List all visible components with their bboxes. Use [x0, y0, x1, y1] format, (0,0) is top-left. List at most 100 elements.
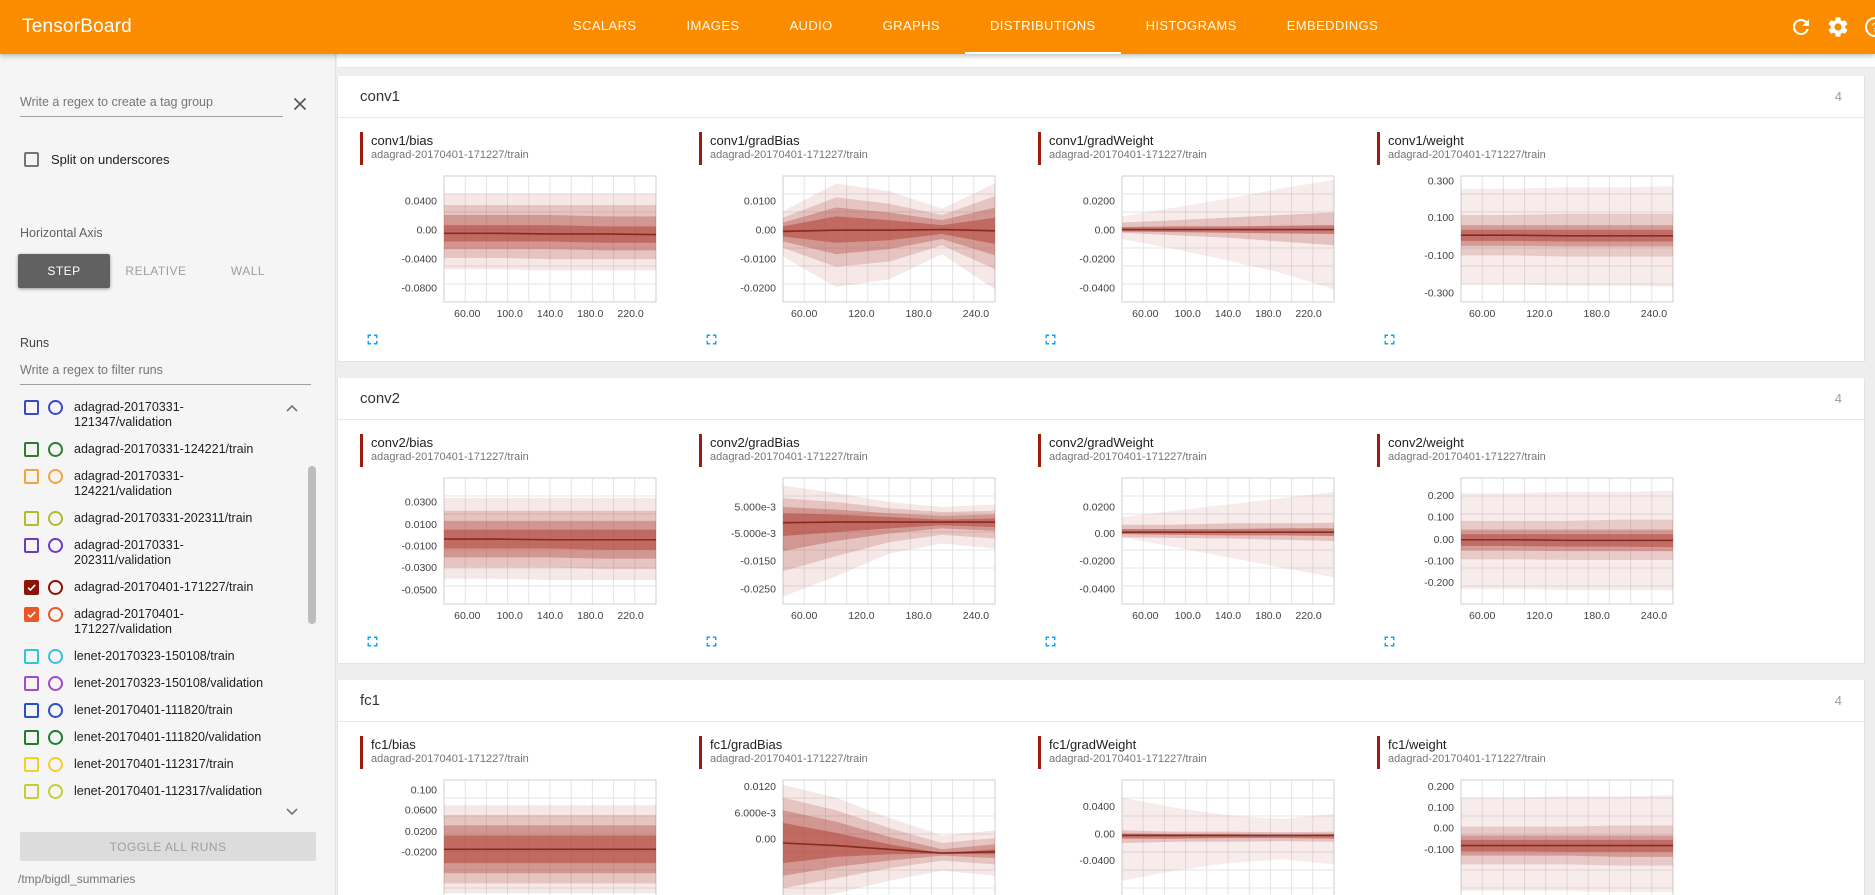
run-label: adagrad-20170331-124221/validation: [74, 469, 184, 498]
run-radio[interactable]: [48, 676, 63, 691]
chart-title-block: fc1/weight adagrad-20170401-171227/train: [1388, 736, 1546, 766]
chart-run-name: adagrad-20170401-171227/train: [710, 149, 868, 161]
run-radio[interactable]: [48, 538, 63, 553]
section-header[interactable]: conv2 4: [338, 378, 1864, 420]
distribution-plot[interactable]: 0.200 0.100 0.00 -0.100 -0.200 60.00 120.0 180.…: [1377, 473, 1707, 625]
expand-chart-icon[interactable]: [1042, 331, 1064, 353]
section-header[interactable]: fc1 4: [338, 680, 1864, 722]
distribution-plot[interactable]: 0.0120 6.000e-3 0.00: [699, 775, 1029, 895]
run-item[interactable]: lenet-20170401-112317/train: [0, 751, 335, 778]
tab-graphs[interactable]: GRAPHS: [882, 18, 940, 33]
svg-text:-0.0150: -0.0150: [740, 556, 776, 568]
refresh-icon[interactable]: [1789, 15, 1813, 39]
split-underscores-checkbox[interactable]: [24, 152, 39, 167]
run-item[interactable]: adagrad-20170331-202311/train: [0, 505, 335, 532]
run-checkbox[interactable]: [24, 784, 39, 799]
distribution-plot[interactable]: 0.0200 0.00 -0.0200 -0.0400 60.00 100.0 140.0 1…: [1038, 171, 1368, 323]
tag-group-regex-input[interactable]: [20, 90, 283, 117]
run-radio[interactable]: [48, 580, 63, 595]
run-radio[interactable]: [48, 469, 63, 484]
distribution-plot[interactable]: 0.0300 0.0100 -0.0100 -0.0300 -0.0500 60.00 10…: [360, 473, 690, 625]
expand-chart-icon[interactable]: [1381, 331, 1403, 353]
run-radio[interactable]: [48, 400, 63, 415]
run-item[interactable]: adagrad-20170331-124221/validation: [0, 463, 335, 505]
run-checkbox[interactable]: [24, 538, 39, 553]
chart-title-block: conv1/bias adagrad-20170401-171227/train: [371, 132, 529, 162]
run-item[interactable]: lenet-20170401-111820/train: [0, 697, 335, 724]
run-checkbox[interactable]: [24, 676, 39, 691]
run-checkbox[interactable]: [24, 703, 39, 718]
runs-scrollbar-thumb[interactable]: [308, 466, 316, 624]
run-checkbox[interactable]: [24, 442, 39, 457]
svg-text:-5.000e-3: -5.000e-3: [731, 528, 776, 540]
run-item[interactable]: adagrad-20170331-124221/train: [0, 436, 335, 463]
expand-chart-icon[interactable]: [1381, 633, 1403, 655]
split-underscores-row[interactable]: Split on underscores: [24, 152, 170, 167]
run-radio[interactable]: [48, 649, 63, 664]
run-checkbox[interactable]: [24, 757, 39, 772]
help-icon[interactable]: ?: [1863, 15, 1875, 39]
axis-button-wall[interactable]: WALL: [202, 254, 294, 288]
distribution-plot[interactable]: 0.100 0.0600 0.0200 -0.0200: [360, 775, 690, 895]
tab-embeddings[interactable]: EMBEDDINGS: [1286, 18, 1379, 33]
distribution-plot[interactable]: 0.200 0.100 0.00 -0.100: [1377, 775, 1707, 895]
run-label: adagrad-20170401-171227/validation: [74, 607, 184, 636]
close-icon[interactable]: [289, 93, 311, 115]
distribution-plot[interactable]: 0.0400 0.00 -0.0400: [1038, 775, 1368, 895]
run-radio[interactable]: [48, 757, 63, 772]
section-header[interactable]: conv1 4: [338, 76, 1864, 118]
run-item[interactable]: adagrad-20170401-171227/train: [0, 574, 335, 601]
expand-chart-icon[interactable]: [703, 331, 725, 353]
distribution-plot[interactable]: 5.000e-3 -5.000e-3 -0.0150 -0.0250 60.00 120.…: [699, 473, 1029, 625]
run-item[interactable]: lenet-20170323-150108/validation: [0, 670, 335, 697]
run-radio[interactable]: [48, 442, 63, 457]
run-item[interactable]: adagrad-20170331-121347/validation: [0, 394, 335, 436]
axis-button-step[interactable]: STEP: [18, 254, 110, 288]
run-checkbox[interactable]: [24, 400, 39, 415]
run-radio[interactable]: [48, 511, 63, 526]
scroll-up-chevron-icon[interactable]: [285, 400, 299, 412]
run-radio[interactable]: [48, 784, 63, 799]
run-checkbox[interactable]: [24, 469, 39, 484]
tab-distributions[interactable]: DISTRIBUTIONS: [964, 0, 1121, 54]
distribution-plot[interactable]: 0.0100 0.00 -0.0100 -0.0200 60.00 120.0 180.0 2…: [699, 171, 1029, 323]
run-item[interactable]: adagrad-20170401-171227/validation: [0, 601, 335, 643]
chart-title: conv2/gradWeight: [1049, 435, 1154, 450]
run-color-bar: [699, 132, 702, 165]
run-item[interactable]: lenet-20170401-112317/validation: [0, 778, 335, 805]
distribution-plot[interactable]: 0.0400 0.00 -0.0400 -0.0800 60.00 100.0 140.0 1…: [360, 171, 690, 323]
svg-text:-0.0400: -0.0400: [1079, 283, 1115, 295]
chart-header: conv2/gradWeight adagrad-20170401-171227/…: [1038, 434, 1377, 470]
split-underscores-label: Split on underscores: [51, 152, 170, 167]
expand-chart-icon[interactable]: [1042, 633, 1064, 655]
scroll-down-chevron-icon[interactable]: [285, 804, 299, 816]
run-item[interactable]: lenet-20170323-150108/train: [0, 643, 335, 670]
axis-button-relative[interactable]: RELATIVE: [110, 254, 202, 288]
chart-run-name: adagrad-20170401-171227/train: [1049, 451, 1207, 463]
tab-histograms[interactable]: HISTOGRAMS: [1145, 18, 1237, 33]
svg-text:-0.300: -0.300: [1424, 288, 1454, 300]
tab-audio[interactable]: AUDIO: [789, 18, 833, 33]
toggle-all-runs-button[interactable]: TOGGLE ALL RUNS: [20, 832, 316, 861]
distribution-plot[interactable]: 0.0200 0.00 -0.0200 -0.0400 60.00 100.0 140.0 1…: [1038, 473, 1368, 625]
run-item[interactable]: lenet-20170401-111820/validation: [0, 724, 335, 751]
settings-gear-icon[interactable]: [1826, 15, 1850, 39]
svg-text:180.0: 180.0: [906, 610, 932, 622]
run-checkbox[interactable]: [24, 511, 39, 526]
run-checkbox[interactable]: [24, 649, 39, 664]
chart-title-block: conv1/gradBias adagrad-20170401-171227/tr…: [710, 132, 868, 162]
expand-chart-icon[interactable]: [703, 633, 725, 655]
run-radio[interactable]: [48, 607, 63, 622]
run-radio[interactable]: [48, 703, 63, 718]
run-checkbox[interactable]: [24, 607, 39, 622]
tab-images[interactable]: IMAGES: [686, 18, 740, 33]
expand-chart-icon[interactable]: [364, 633, 386, 655]
run-filter-regex-input[interactable]: [20, 358, 311, 385]
expand-chart-icon[interactable]: [364, 331, 386, 353]
run-checkbox[interactable]: [24, 730, 39, 745]
run-item[interactable]: adagrad-20170331-202311/validation: [0, 532, 335, 574]
run-checkbox[interactable]: [24, 580, 39, 595]
tab-scalars[interactable]: SCALARS: [573, 18, 637, 33]
run-radio[interactable]: [48, 730, 63, 745]
distribution-plot[interactable]: 0.300 0.100 -0.100 -0.300 60.00 120.0 180.0 240…: [1377, 171, 1707, 323]
